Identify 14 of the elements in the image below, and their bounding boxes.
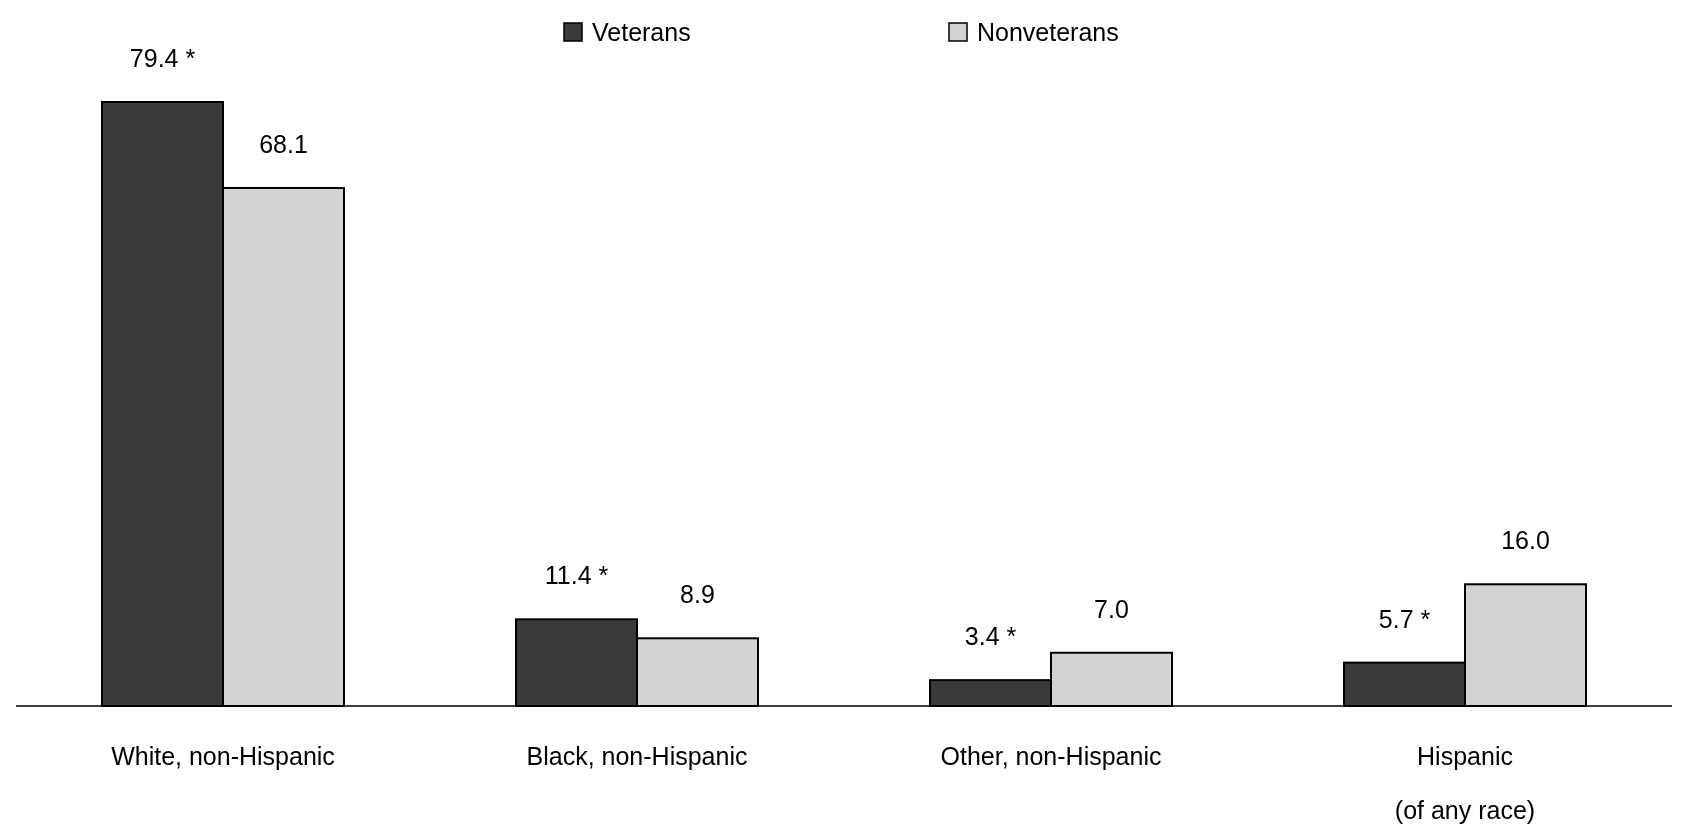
x-tick-label: Black, non-Hispanic <box>526 742 748 770</box>
data-label: 11.4 * <box>544 561 609 590</box>
legend-label: Veterans <box>592 18 691 46</box>
legend-label: Nonveterans <box>977 18 1119 46</box>
data-label: 7.0 <box>1094 594 1129 623</box>
x-tick-label: White, non-Hispanic <box>111 742 335 770</box>
x-tick-label: Hispanic (of any race) <box>1394 742 1536 824</box>
data-label: 68.1 <box>259 129 308 158</box>
data-label: 5.7 * <box>1378 604 1431 633</box>
x-tick-label: Other, non-Hispanic <box>940 742 1162 770</box>
data-label: 3.4 * <box>964 622 1017 651</box>
data-label: 8.9 <box>680 580 715 609</box>
data-label: 16.0 <box>1501 526 1550 555</box>
data-label: 79.4 * <box>129 44 196 72</box>
